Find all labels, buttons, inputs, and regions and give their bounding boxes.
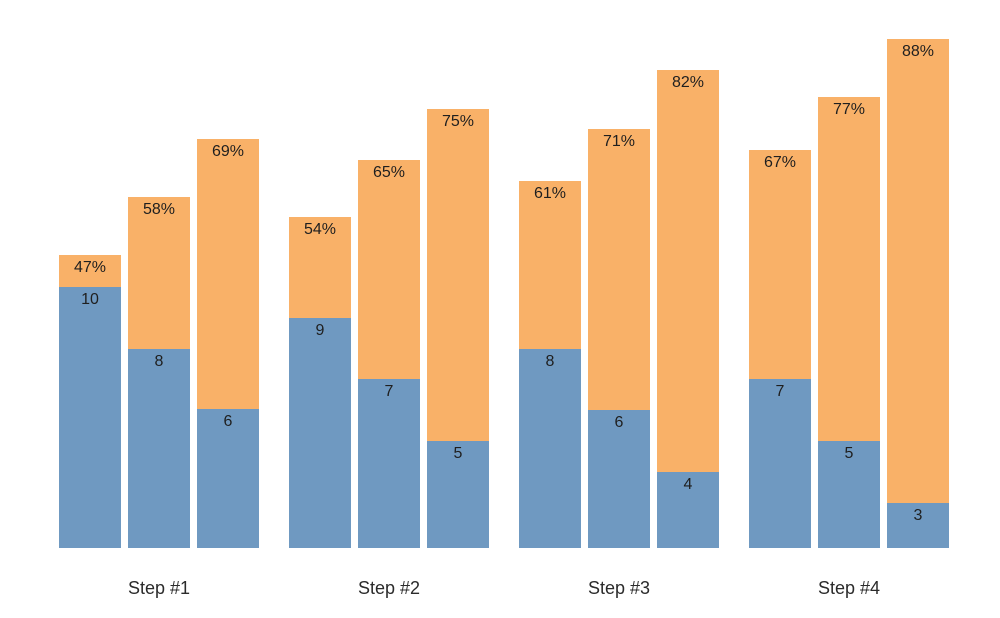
blue-segment: 10 (59, 287, 121, 548)
value-label: 8 (545, 353, 555, 370)
stacked-bar: 88% 3 (887, 39, 949, 548)
orange-segment: 47% (59, 255, 121, 287)
blue-segment: 9 (289, 318, 351, 548)
percent-label: 71% (602, 133, 636, 150)
orange-segment: 71% (588, 129, 650, 410)
blue-segment: 6 (197, 409, 259, 548)
percent-label: 54% (303, 221, 337, 238)
value-label: 7 (384, 383, 394, 400)
value-label: 6 (614, 414, 624, 431)
value-label: 8 (154, 353, 164, 370)
stacked-bar: 75% 5 (427, 109, 489, 548)
orange-segment: 69% (197, 139, 259, 409)
value-label: 10 (81, 291, 99, 308)
blue-segment: 4 (657, 472, 719, 548)
group-label: Step #3 (587, 578, 651, 598)
orange-segment: 77% (818, 97, 880, 441)
stacked-bar: 71% 6 (588, 129, 650, 548)
percent-label: 69% (211, 143, 245, 160)
stacked-bar: 61% 8 (519, 181, 581, 548)
value-label: 3 (913, 507, 923, 524)
orange-segment: 82% (657, 70, 719, 472)
blue-segment: 8 (128, 349, 190, 548)
percent-label: 47% (73, 259, 107, 276)
stacked-bar: 54% 9 (289, 217, 351, 548)
blue-segment: 6 (588, 410, 650, 548)
blue-segment: 7 (749, 379, 811, 548)
group-label: Step #1 (127, 578, 191, 598)
orange-segment: 75% (427, 109, 489, 441)
orange-segment: 65% (358, 160, 420, 379)
percent-label: 88% (901, 43, 935, 60)
value-label: 5 (453, 445, 463, 462)
stacked-bar: 82% 4 (657, 70, 719, 548)
percent-label: 67% (763, 154, 797, 171)
stacked-bar: 77% 5 (818, 97, 880, 548)
blue-segment: 8 (519, 349, 581, 548)
value-label: 6 (223, 413, 233, 430)
percent-label: 58% (142, 201, 176, 218)
orange-segment: 58% (128, 197, 190, 349)
percent-label: 61% (533, 185, 567, 202)
blue-segment: 7 (358, 379, 420, 548)
group-label: Step #2 (357, 578, 421, 598)
stacked-bar: 67% 7 (749, 150, 811, 548)
orange-segment: 54% (289, 217, 351, 318)
stacked-bar: 58% 8 (128, 197, 190, 548)
stacked-bar: 69% 6 (197, 139, 259, 548)
percent-label: 82% (671, 74, 705, 91)
blue-segment: 5 (818, 441, 880, 548)
percent-label: 65% (372, 164, 406, 181)
stacked-bar: 47% 10 (59, 255, 121, 548)
value-label: 5 (844, 445, 854, 462)
orange-segment: 88% (887, 39, 949, 503)
blue-segment: 5 (427, 441, 489, 548)
group-label: Step #4 (817, 578, 881, 598)
value-label: 4 (683, 476, 693, 493)
value-label: 7 (775, 383, 785, 400)
orange-segment: 67% (749, 150, 811, 379)
percent-label: 77% (832, 101, 866, 118)
percent-label: 75% (441, 113, 475, 130)
value-label: 9 (315, 322, 325, 339)
stacked-bar: 65% 7 (358, 160, 420, 548)
blue-segment: 3 (887, 503, 949, 548)
orange-segment: 61% (519, 181, 581, 349)
